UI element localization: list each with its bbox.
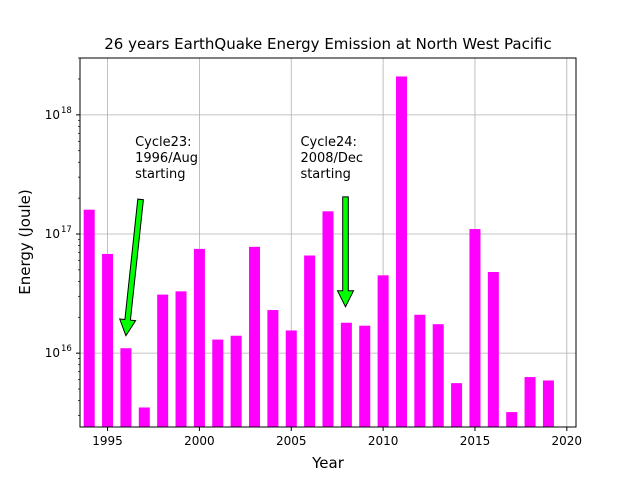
bar-1999 bbox=[175, 291, 187, 427]
bar-2003 bbox=[249, 246, 261, 427]
x-tick-label: 2015 bbox=[460, 434, 491, 448]
bar-2006 bbox=[304, 255, 316, 427]
x-tick-label: 2020 bbox=[552, 434, 583, 448]
annotation-text: 2008/Dec bbox=[300, 151, 363, 166]
x-tick-label: 2005 bbox=[276, 434, 307, 448]
bar-1995 bbox=[102, 253, 114, 427]
bar-2001 bbox=[212, 339, 224, 427]
annotation-arrow-1 bbox=[118, 198, 144, 337]
bar-2012 bbox=[414, 314, 426, 427]
annotations: Cycle23:1996/AugstartingCycle24:2008/Dec… bbox=[118, 135, 363, 337]
bar-2013 bbox=[432, 324, 444, 427]
bar-2010 bbox=[377, 275, 389, 427]
bar-2005 bbox=[285, 330, 297, 427]
y-tick-label: 10 bbox=[45, 346, 60, 360]
bar-2015 bbox=[469, 229, 481, 427]
bar-2007 bbox=[322, 211, 334, 427]
bar-2000 bbox=[193, 248, 205, 427]
y-tick-exponent: 17 bbox=[61, 225, 72, 235]
x-axis: 1995 2000 2005 2010 2015 2020 bbox=[92, 427, 582, 448]
plot-frame bbox=[79, 57, 577, 428]
annotation-arrow-2 bbox=[336, 196, 355, 308]
bar-2008 bbox=[340, 322, 352, 427]
bar-2016 bbox=[487, 271, 499, 427]
bar-2014 bbox=[451, 383, 463, 427]
y-tick-exponent: 16 bbox=[61, 344, 72, 354]
bar-2018 bbox=[524, 377, 536, 427]
bar-2019 bbox=[542, 380, 554, 427]
x-tick-label: 2000 bbox=[184, 434, 215, 448]
x-tick-label: 2010 bbox=[368, 434, 399, 448]
bar-1996 bbox=[120, 348, 132, 427]
annotation-text: 1996/Aug bbox=[135, 151, 198, 166]
bar-2017 bbox=[506, 412, 518, 427]
bar-1998 bbox=[157, 294, 169, 427]
bar-2004 bbox=[267, 310, 279, 427]
y-tick-label: 10 bbox=[45, 108, 60, 122]
y-axis-label: Energy (Joule) bbox=[16, 189, 34, 295]
bars bbox=[83, 76, 554, 427]
annotation-text: Cycle24: bbox=[300, 135, 356, 150]
annotation-text: starting bbox=[300, 167, 350, 182]
bar-1997 bbox=[138, 407, 150, 427]
annotation-text: starting bbox=[135, 167, 185, 182]
bar-2009 bbox=[359, 325, 371, 427]
x-axis-label: Year bbox=[311, 454, 345, 472]
chart-title: 26 years EarthQuake Energy Emission at N… bbox=[104, 35, 551, 53]
y-tick-label: 10 bbox=[45, 227, 60, 241]
bar-2002 bbox=[230, 335, 242, 427]
x-tick-label: 1995 bbox=[92, 434, 123, 448]
y-tick-exponent: 18 bbox=[61, 106, 72, 116]
annotation-text: Cycle23: bbox=[135, 135, 191, 150]
bar-2011 bbox=[395, 76, 407, 427]
bar-1994 bbox=[83, 209, 95, 427]
